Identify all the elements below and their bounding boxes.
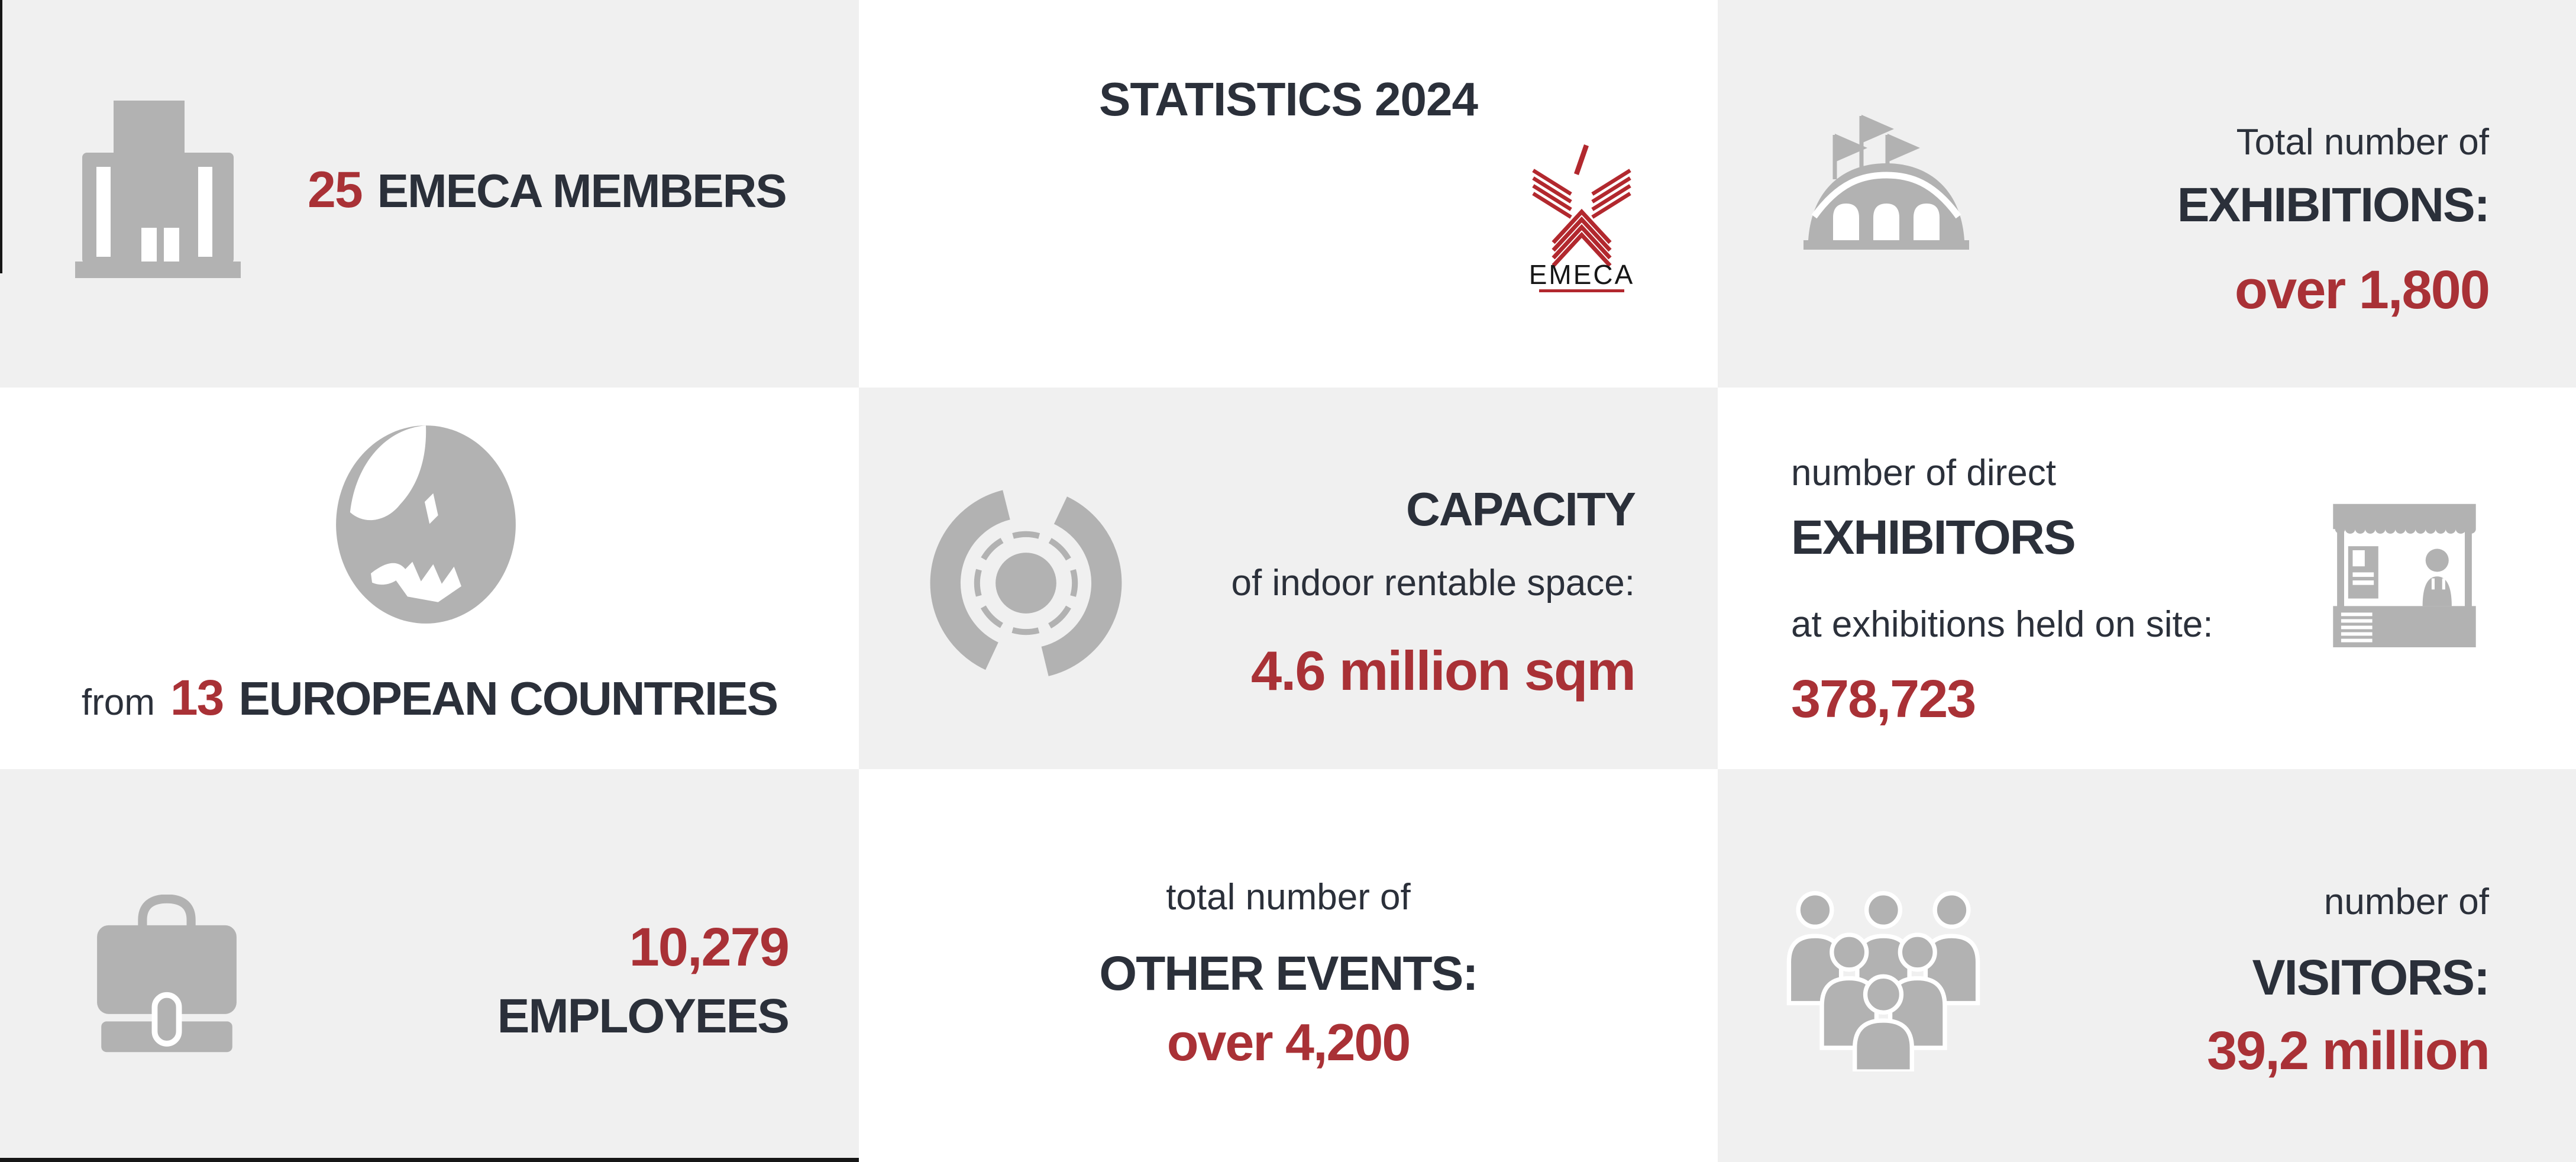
members-count: 25 — [308, 162, 363, 218]
exhibitions-label: EXHIBITIONS: — [2177, 178, 2490, 232]
emeca-logo: EMECA — [1529, 144, 1635, 292]
exhibitions-text: Total number of EXHIBITIONS: over 1,800 — [2177, 122, 2490, 320]
briefcase-icon — [97, 895, 237, 1053]
capacity-heading: CAPACITY — [1406, 483, 1636, 535]
other-events-text: total number of OTHER EVENTS: over 4,200 — [859, 879, 1718, 1069]
employees-value: 10,279 — [629, 917, 790, 977]
page-edge-line-left — [0, 0, 2, 273]
cell-exhibitions: Total number of EXHIBITIONS: over 1,800 — [1718, 0, 2576, 388]
employees-label: EMPLOYEES — [497, 989, 790, 1043]
visitors-value: 39,2 million — [2206, 1021, 2490, 1081]
building-icon — [75, 101, 241, 278]
cell-exhibitors: number of direct EXHIBITORS at exhibitio… — [1718, 388, 2576, 769]
cell-other-events: total number of OTHER EVENTS: over 4,200 — [859, 769, 1718, 1162]
exhibitors-label: EXHIBITORS — [1791, 511, 2076, 564]
other-events-line1: total number of — [1166, 877, 1411, 918]
exhibitor-booth-icon — [2333, 503, 2476, 648]
exhibitors-line1: number of direct — [1791, 453, 2056, 493]
visitors-label: VISITORS: — [2252, 950, 2490, 1005]
cell-members: 25 EMECA MEMBERS — [0, 0, 859, 388]
cell-visitors: number of VISITORS: 39,2 million — [1718, 769, 2576, 1162]
capacity-text: CAPACITY of indoor rentable space: 4.6 m… — [1231, 483, 1636, 702]
cell-employees: 10,279 EMPLOYEES — [0, 769, 859, 1162]
arena-capacity-icon — [930, 487, 1122, 679]
members-line: 25 EMECA MEMBERS — [308, 162, 787, 218]
visitors-text: number of VISITORS: 39,2 million — [2206, 882, 2490, 1081]
other-events-label: OTHER EVENTS: — [1099, 947, 1478, 1000]
visitors-line1: number of — [2323, 882, 2489, 922]
members-label: EMECA MEMBERS — [377, 164, 787, 217]
other-events-value: over 4,200 — [1166, 1013, 1411, 1071]
exhibitors-value: 378,723 — [1791, 670, 1976, 729]
page-title: STATISTICS 2024 — [1099, 73, 1478, 125]
countries-prefix: from — [81, 682, 155, 723]
cell-title: STATISTICS 2024 — [859, 0, 1718, 388]
countries-label: EUROPEAN COUNTRIES — [238, 672, 778, 725]
capacity-line2: of indoor rentable space: — [1231, 563, 1635, 603]
visitors-group-icon — [1786, 890, 1980, 1071]
globe-europe-icon — [336, 425, 516, 624]
employees-text: 10,279 EMPLOYEES — [497, 917, 790, 1043]
cell-capacity: CAPACITY of indoor rentable space: 4.6 m… — [859, 388, 1718, 769]
exhibitions-value: over 1,800 — [2234, 260, 2490, 320]
capacity-value: 4.6 million sqm — [1250, 640, 1636, 702]
countries-line: from 13 EUROPEAN COUNTRIES — [0, 673, 859, 722]
exhibitors-text: number of direct EXHIBITORS at exhibitio… — [1791, 453, 2213, 729]
emeca-logo-wordmark: EMECA — [1529, 259, 1635, 290]
countries-count: 13 — [170, 670, 224, 725]
exhibition-hall-icon — [1803, 115, 1969, 250]
cell-countries: from 13 EUROPEAN COUNTRIES — [0, 388, 859, 769]
exhibitions-line1: Total number of — [2236, 122, 2489, 163]
page-edge-line-bottom — [0, 1158, 859, 1162]
exhibitors-line3: at exhibitions held on site: — [1791, 604, 2213, 645]
